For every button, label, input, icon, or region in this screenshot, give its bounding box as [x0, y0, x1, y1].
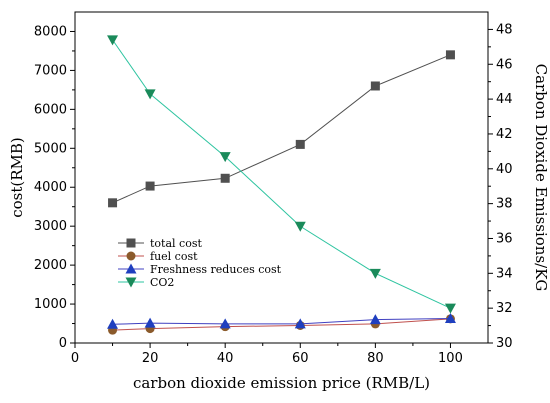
- x-tick-label: 60: [292, 351, 309, 366]
- data-point: [144, 89, 156, 100]
- data-point: [107, 35, 119, 46]
- y-left-tick-label: 8000: [34, 24, 67, 39]
- legend-marker: [125, 263, 137, 274]
- data-point: [445, 50, 455, 60]
- y-left-tick-label: 5000: [34, 141, 67, 156]
- data-point: [444, 303, 456, 314]
- data-point: [294, 221, 306, 232]
- y-right-tick-label: 48: [496, 22, 513, 37]
- data-point: [144, 317, 156, 328]
- data-point: [294, 318, 306, 329]
- y-right-tick-label: 30: [496, 336, 513, 351]
- legend-marker: [125, 277, 137, 288]
- legend-label: CO2: [150, 276, 174, 289]
- x-tick-label: 40: [217, 351, 234, 366]
- legend-item: fuel cost: [118, 250, 198, 263]
- legend-label: fuel cost: [150, 250, 198, 263]
- series-co2: [107, 35, 456, 314]
- y-right-tick-label: 42: [496, 127, 513, 142]
- plot-frame: [74, 11, 489, 344]
- y-right-tick-label: 38: [496, 197, 513, 212]
- y-axis-left-title: cost(RMB): [8, 137, 26, 218]
- y-left-tick-label: 3000: [34, 219, 67, 234]
- series-line: [112, 317, 451, 325]
- y-left-tick-label: 7000: [34, 63, 67, 78]
- series-fuel-cost: [108, 314, 455, 335]
- legend-marker: [126, 238, 136, 248]
- data-point: [369, 314, 381, 325]
- legend-item: CO2: [118, 276, 174, 289]
- y-right-tick-label: 44: [496, 92, 513, 107]
- data-point: [219, 318, 231, 329]
- x-tick-label: 80: [367, 351, 384, 366]
- legend-label: Freshness reduces cost: [150, 263, 282, 276]
- x-tick-label: 100: [438, 351, 463, 366]
- data-point: [219, 152, 231, 163]
- data-point: [108, 198, 118, 208]
- y-left-tick-label: 6000: [34, 102, 67, 117]
- y-right-tick-label: 34: [496, 266, 513, 281]
- series-freshness-reduces-cost: [107, 312, 456, 329]
- legend-label: total cost: [150, 237, 202, 250]
- data-point: [370, 81, 380, 91]
- legend-marker: [126, 251, 136, 261]
- data-point: [369, 268, 381, 279]
- y-right-tick-label: 40: [496, 162, 513, 177]
- data-point: [220, 173, 230, 183]
- y-left-tick-label: 1000: [34, 297, 67, 312]
- series-line: [112, 54, 451, 204]
- y-left-tick-label: 4000: [34, 180, 67, 195]
- y-right-tick-label: 32: [496, 301, 513, 316]
- y-axis-right-title: Carbon Dioxide Emissions/KG: [532, 64, 550, 292]
- axes: 0 20 40 60 80 1000100020003000400050006000700…: [34, 11, 513, 366]
- data-point: [145, 181, 155, 191]
- legend-item: total cost: [118, 237, 202, 250]
- y-left-tick-label: 0: [59, 336, 67, 351]
- x-tick-label: 0: [71, 351, 79, 366]
- series-total-cost: [108, 50, 455, 208]
- series-line: [112, 39, 451, 309]
- x-axis-title: carbon dioxide emission price (RMB/L): [133, 374, 430, 392]
- series-line: [112, 318, 451, 331]
- series-layer: [107, 35, 456, 335]
- data-point: [444, 312, 456, 323]
- data-point: [107, 318, 119, 329]
- y-right-tick-label: 46: [496, 57, 513, 72]
- x-tick-label: 20: [142, 351, 159, 366]
- data-point: [295, 139, 305, 149]
- y-left-tick-label: 2000: [34, 258, 67, 273]
- y-right-tick-label: 36: [496, 231, 513, 246]
- legend-item: Freshness reduces cost: [118, 263, 282, 276]
